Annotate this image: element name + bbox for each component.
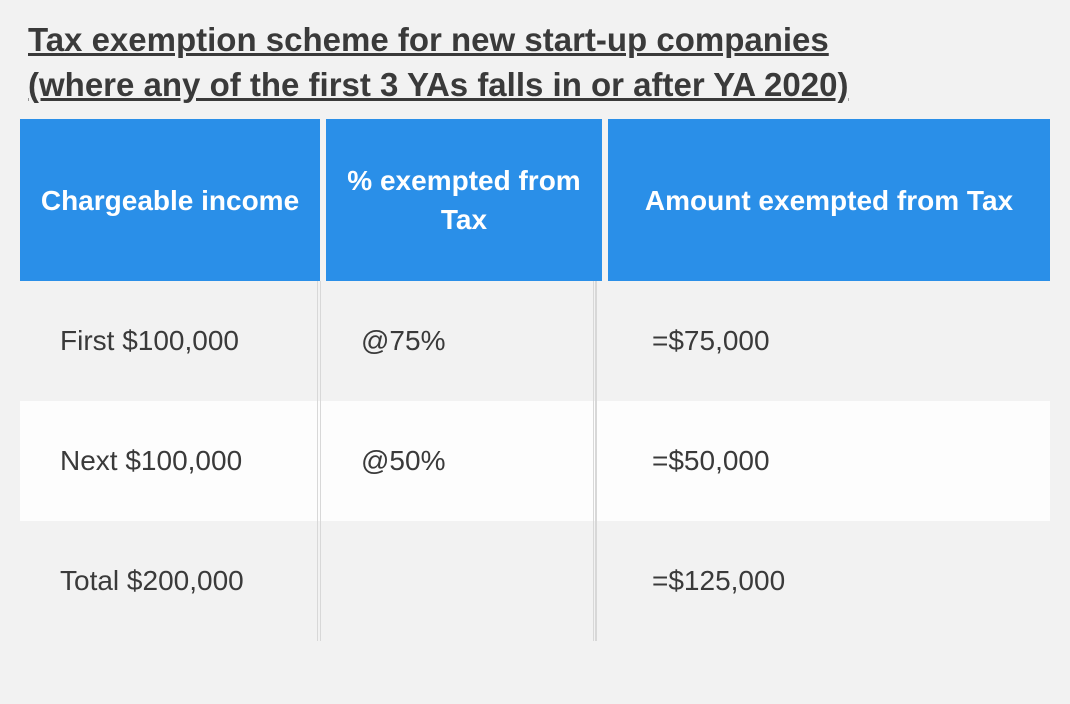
exemption-table: Chargeable income % exempted from Tax Am… [20, 119, 1050, 641]
title-line-2: (where any of the first 3 YAs falls in o… [28, 66, 848, 103]
cell-chargeable: Next $100,000 [20, 401, 320, 521]
table-row: Total $200,000 =$125,000 [20, 521, 1050, 641]
table-row: First $100,000 @75% =$75,000 [20, 281, 1050, 401]
title-line-1: Tax exemption scheme for new start-up co… [28, 21, 829, 58]
table-header-row: Chargeable income % exempted from Tax Am… [20, 119, 1050, 281]
page-title: Tax exemption scheme for new start-up co… [20, 18, 1050, 107]
cell-amount: =$125,000 [596, 521, 1038, 641]
cell-chargeable: First $100,000 [20, 281, 320, 401]
cell-chargeable: Total $200,000 [20, 521, 320, 641]
cell-percent [320, 521, 596, 641]
cell-amount: =$75,000 [596, 281, 1038, 401]
page-container: Tax exemption scheme for new start-up co… [0, 0, 1070, 659]
header-percent-exempted: % exempted from Tax [326, 119, 602, 281]
cell-percent: @75% [320, 281, 596, 401]
header-chargeable-income: Chargeable income [20, 119, 320, 281]
table-row: Next $100,000 @50% =$50,000 [20, 401, 1050, 521]
cell-amount: =$50,000 [596, 401, 1038, 521]
header-amount-exempted: Amount exempted from Tax [608, 119, 1050, 281]
cell-percent: @50% [320, 401, 596, 521]
